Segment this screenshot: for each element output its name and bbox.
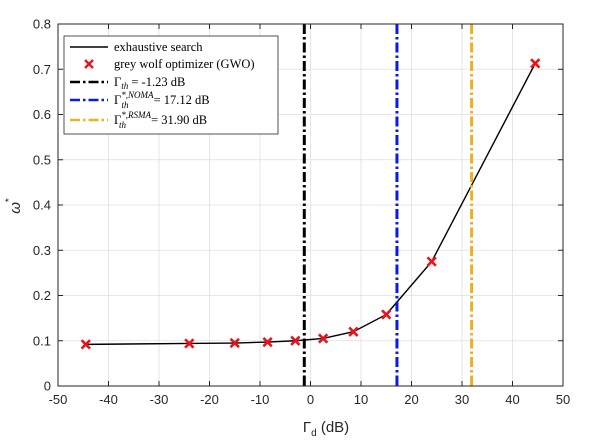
x-tick-label: 30 [455, 392, 469, 407]
x-tick-label: 40 [505, 392, 519, 407]
threshold-lines [302, 24, 474, 386]
y-tick-label: 0 [44, 379, 51, 394]
series-line-exhaustive-search [85, 63, 536, 346]
series-marker-gwo [229, 337, 240, 349]
marker-stroke [229, 337, 240, 349]
legend: exhaustive search grey wolf optimizer (GW… [63, 35, 279, 135]
legend-swatch-marker [84, 59, 94, 69]
y-tick-label: 0.1 [33, 333, 51, 348]
series-layer [80, 58, 541, 350]
x-tick-label: -40 [99, 392, 118, 407]
y-axis-label: ω* [4, 198, 24, 214]
x-tick-label: -20 [200, 392, 219, 407]
legend-label-threshold: Γth = -1.23 dB [114, 75, 185, 91]
x-tick-label: -50 [49, 392, 68, 407]
x-tick-label: 50 [556, 392, 570, 407]
marker-stroke [290, 335, 301, 346]
y-tick-label: 0.3 [33, 243, 51, 258]
legend-label-exhaustive-search: exhaustive search [114, 40, 203, 54]
legend-label-gwo: grey wolf optimizer (GWO) [114, 57, 255, 71]
axes-frame [57, 23, 564, 387]
marker-stroke [318, 333, 329, 344]
series-marker-gwo [348, 326, 359, 337]
legend-label-threshold: Γ*,RSMA th = 31.90 dB [114, 110, 207, 130]
marker-stroke [381, 309, 392, 320]
x-tick-label: 20 [404, 392, 418, 407]
marker-stroke [530, 58, 541, 69]
series-marker-gwo [262, 336, 273, 348]
marker-stroke [348, 326, 359, 337]
series-marker-gwo [184, 338, 195, 349]
marker-stroke [426, 256, 437, 267]
x-tick-label: 0 [307, 392, 314, 407]
x-axis-label: Γd (dB) [303, 419, 349, 439]
y-tick-label: 0.5 [33, 152, 51, 167]
x-tick-label: -10 [251, 392, 270, 407]
series-marker-gwo [530, 58, 541, 69]
y-tick-label: 0.8 [33, 17, 51, 32]
y-tick-label: 0.6 [33, 107, 51, 122]
legend-box [63, 35, 279, 135]
tick-labels: -50 -40 -30 -20 -10 0 10 20 30 40 50 0 0.1 0.2 0.3 0.4 0… [33, 17, 570, 408]
series-marker-gwo [80, 339, 91, 350]
y-tick-label: 0.2 [33, 288, 51, 303]
y-tick-label: 0.7 [33, 62, 51, 77]
series-marker-gwo [381, 309, 392, 320]
x-tick-label: -30 [150, 392, 169, 407]
marker-stroke [262, 336, 273, 348]
x-tick-label: 10 [354, 392, 368, 407]
series-marker-gwo [290, 335, 301, 346]
y-tick-label: 0.4 [33, 198, 51, 213]
marker-stroke [80, 339, 91, 350]
marker-stroke [184, 338, 195, 349]
legend-label-threshold: Γ*,NOMA th = 17.12 dB [114, 90, 210, 110]
series-marker-gwo [426, 256, 437, 267]
series-marker-gwo [318, 333, 329, 344]
